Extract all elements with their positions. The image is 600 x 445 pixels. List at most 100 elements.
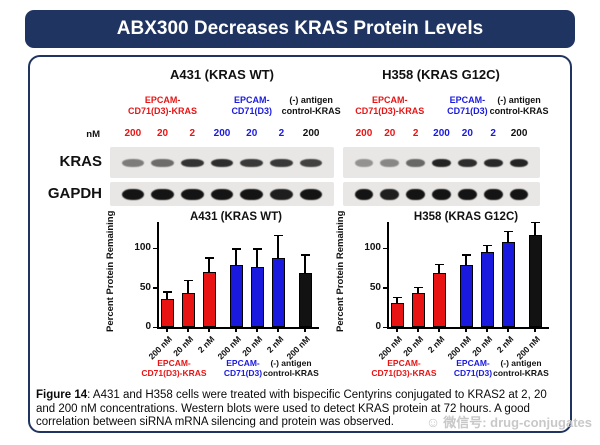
group-label-line1: (-) antigen — [497, 95, 541, 105]
bar-chart-a431: A431 (KRAS WT) Percent Protein Remaining 0… — [103, 210, 321, 388]
data-bar — [160, 299, 174, 327]
blot-band — [406, 188, 426, 200]
group-label-line1: EPCAM- — [387, 358, 421, 368]
antibody-group-label: EPCAM- CD71(D3)-KRAS — [111, 95, 215, 116]
data-bar — [250, 266, 264, 327]
blot-band — [121, 158, 145, 167]
x-tick-mark — [166, 328, 168, 332]
error-bar-cap — [503, 230, 513, 233]
y-tick-label: 100 — [134, 242, 151, 253]
panel-heading-a431: A431 (KRAS WT) — [169, 67, 274, 82]
bar-chart-h358: H358 (KRAS G12C) Percent Protein Remainin… — [333, 210, 551, 388]
data-bar — [202, 271, 216, 327]
error-bar-stem — [486, 244, 488, 254]
chart-title: H358 (KRAS G12C) — [413, 211, 519, 223]
dose-label: 200 — [355, 128, 373, 139]
error-bar-stem — [534, 221, 536, 237]
antibody-group-label: EPCAM- CD71(D3) — [415, 95, 519, 116]
blot-band — [509, 188, 529, 200]
group-label-line1: EPCAM- — [144, 95, 181, 105]
group-label-line2: control-KRAS — [493, 368, 549, 378]
data-bar — [298, 273, 312, 327]
dose-label: 200 — [510, 128, 528, 139]
error-bar-stem — [235, 248, 237, 268]
data-bar — [432, 273, 446, 327]
error-bar-cap — [231, 248, 241, 250]
chart-group-label: (-) antigen control-KRAS — [471, 358, 571, 378]
error-bar-cap — [482, 244, 492, 247]
antibody-group-label: (-) antigen control-KRAS — [259, 95, 363, 116]
data-bar — [501, 242, 515, 327]
data-bar — [528, 234, 542, 327]
error-bar-stem — [438, 263, 440, 276]
x-tick-mark — [208, 328, 210, 332]
group-label-line2: CD71(D3) — [231, 105, 272, 116]
group-label-line2: CD71(D3) — [223, 368, 263, 378]
group-label-line2: CD71(D3) — [453, 368, 493, 378]
x-tick-mark — [256, 328, 258, 332]
x-tick-mark — [187, 328, 189, 332]
figure-caption-text: : A431 and H358 cells were treated with … — [36, 389, 547, 428]
group-label-line1: (-) antigen — [500, 358, 542, 368]
dose-label: 200 — [124, 128, 142, 139]
group-label-line1: (-) antigen — [270, 358, 312, 368]
x-tick-mark — [534, 328, 536, 332]
group-label-line2: control-KRAS — [489, 105, 549, 116]
x-tick-mark — [277, 328, 279, 332]
blot-band — [406, 158, 426, 167]
data-bar — [229, 265, 243, 327]
watermark-text: 微信号: drug-conjugates — [443, 415, 592, 430]
dose-label: 200 — [433, 128, 450, 139]
blot-band — [240, 188, 264, 200]
x-tick-label: 20 nM — [400, 334, 426, 359]
group-label-line1: EPCAM- — [226, 358, 260, 368]
dose-label: 2 — [189, 128, 196, 139]
x-tick-label: 20 nM — [170, 334, 196, 359]
blot-row-label-kras: KRAS — [59, 153, 102, 170]
dose-label: 20 — [384, 128, 396, 139]
x-tick-label: 2 nM — [494, 334, 516, 355]
blot-band — [151, 188, 174, 200]
error-bar-stem — [208, 257, 210, 274]
error-bar-cap — [461, 254, 471, 256]
blot-band — [299, 188, 323, 200]
blot-strip-H358-kras — [343, 147, 540, 178]
error-bar-stem — [396, 296, 398, 306]
x-tick-label: 2 nM — [425, 334, 447, 355]
group-label-line1: EPCAM- — [372, 95, 408, 105]
error-bar-stem — [277, 234, 279, 261]
blot-band — [483, 188, 503, 200]
y-tick-mark — [153, 326, 157, 328]
dose-label: 2 — [412, 128, 419, 139]
data-bar — [459, 264, 473, 327]
blot-band — [240, 158, 264, 167]
group-label-line2: CD71(D3) — [447, 105, 488, 116]
y-tick-mark — [383, 287, 387, 289]
y-tick-mark — [383, 247, 387, 249]
data-bar — [480, 251, 494, 327]
blot-band — [270, 188, 293, 200]
dose-label: 200 — [213, 128, 231, 139]
chart-group-label: EPCAM- CD71(D3) — [423, 358, 523, 378]
x-axis-line — [157, 327, 319, 329]
blot-row-label-gapdh: GAPDH — [47, 185, 102, 202]
blot-band — [354, 158, 374, 167]
x-tick-mark — [438, 328, 440, 332]
blot-band — [151, 158, 174, 167]
blot-band — [210, 158, 234, 167]
data-bar — [390, 303, 404, 327]
data-bar — [411, 293, 425, 327]
x-tick-label: 2 nM — [264, 334, 286, 355]
dose-label: 20 — [246, 128, 258, 139]
y-axis-line — [387, 222, 389, 327]
blot-band — [354, 188, 374, 200]
group-label-line2: CD71(D3)-KRAS — [141, 368, 207, 378]
blot-band — [121, 188, 145, 200]
x-tick-mark — [304, 328, 306, 332]
x-tick-mark — [507, 328, 509, 332]
slide-title: ABX300 Decreases KRAS Protein Levels — [116, 18, 484, 39]
group-label-line2: CD71(D3)-KRAS — [371, 368, 437, 378]
x-tick-mark — [465, 328, 467, 332]
